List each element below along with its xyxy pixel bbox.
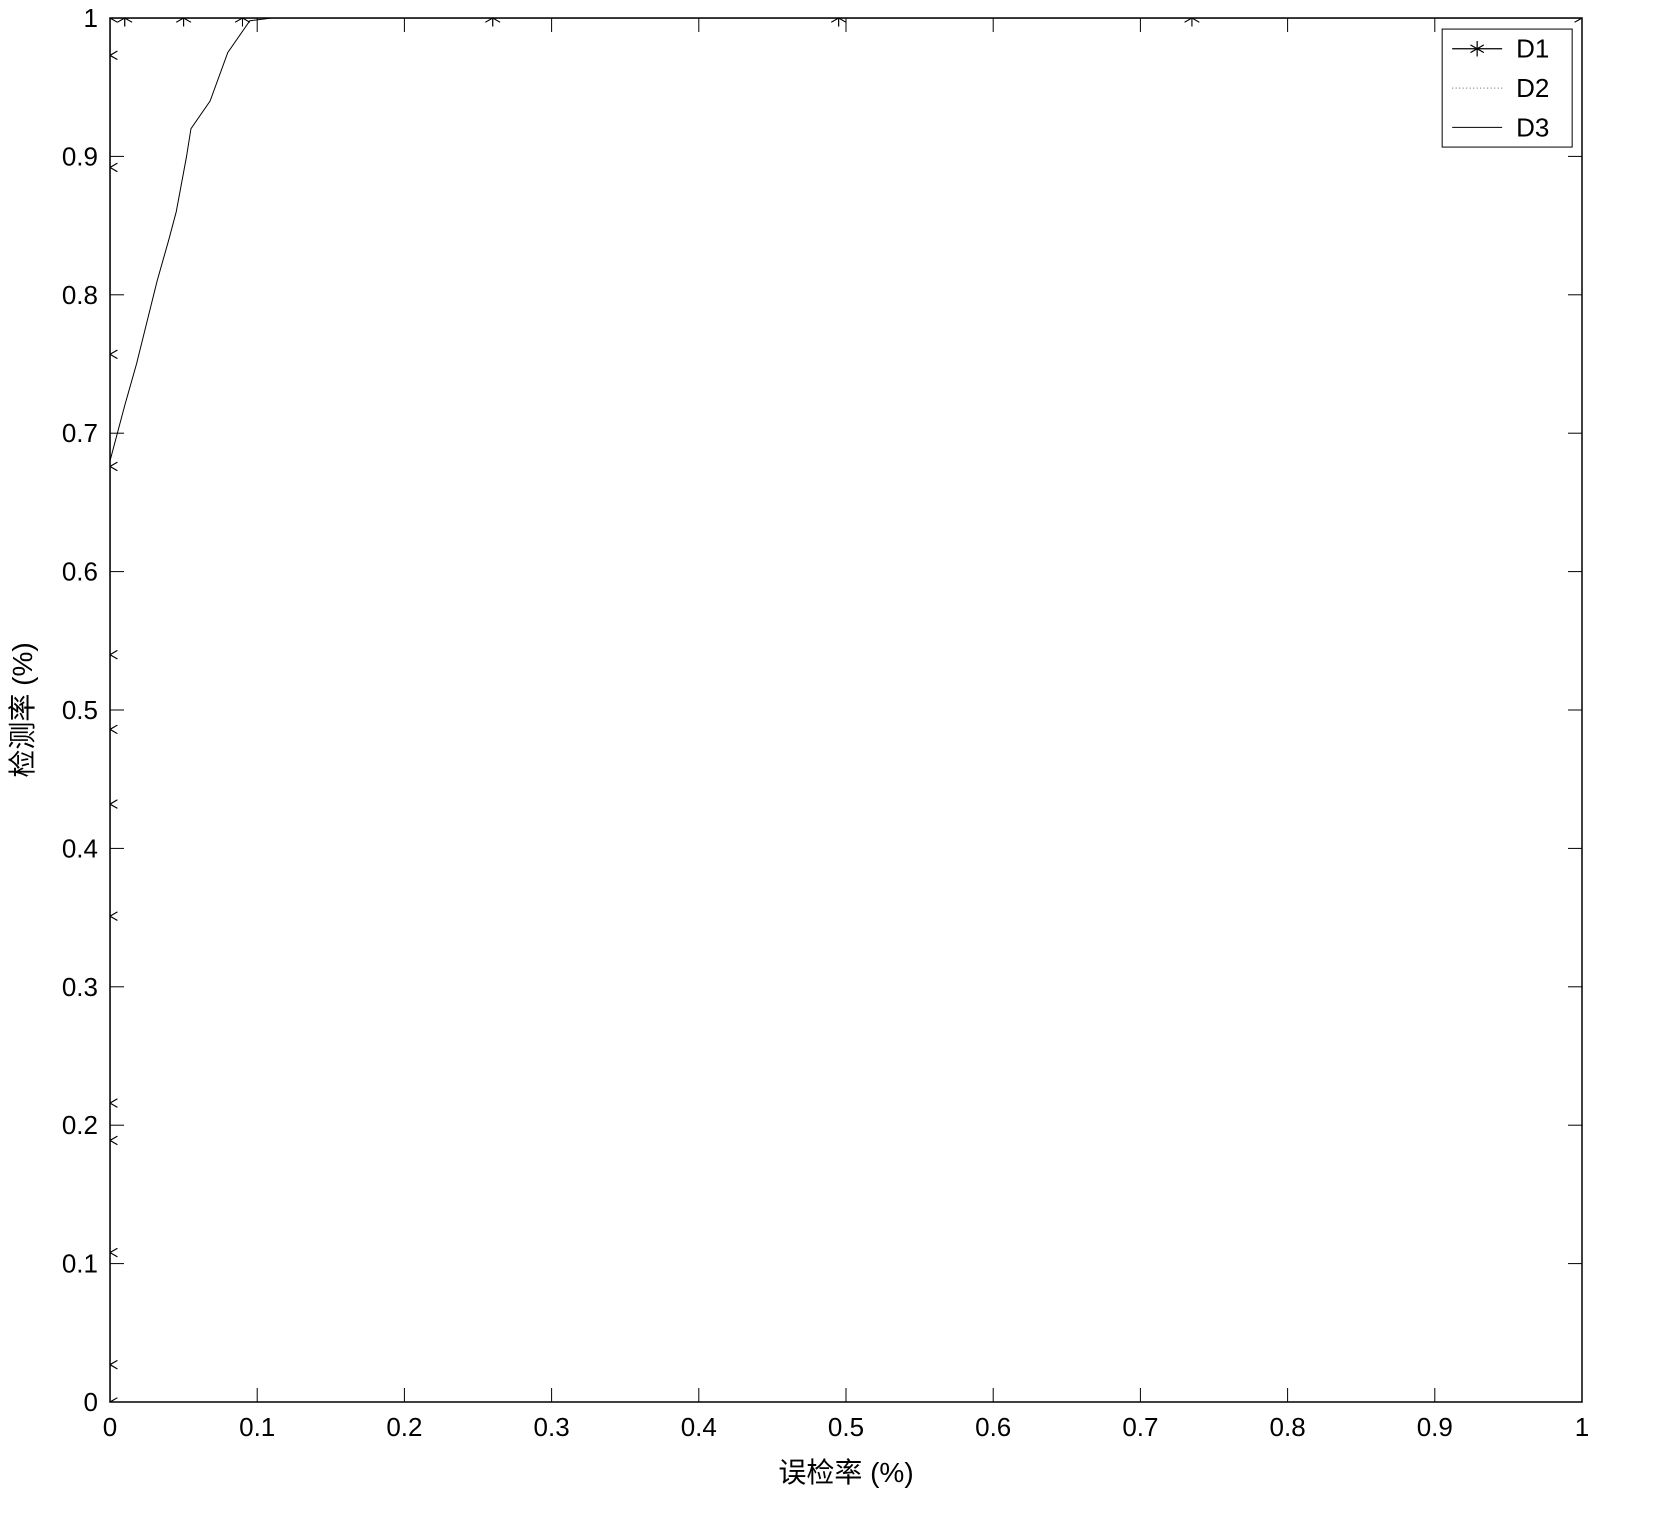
y-tick-label: 0.8 bbox=[62, 280, 98, 310]
x-axis-label: 误检率 (%) bbox=[778, 1457, 913, 1488]
y-tick-label: 0.5 bbox=[62, 695, 98, 725]
x-tick-label: 0 bbox=[103, 1412, 117, 1442]
y-tick-label: 0.2 bbox=[62, 1110, 98, 1140]
x-tick-label: 0.5 bbox=[828, 1412, 864, 1442]
x-tick-label: 0.7 bbox=[1122, 1412, 1158, 1442]
y-tick-label: 0.7 bbox=[62, 418, 98, 448]
y-tick-label: 1 bbox=[84, 3, 98, 33]
y-tick-label: 0.6 bbox=[62, 557, 98, 587]
y-axis-label: 检测率 (%) bbox=[7, 642, 38, 777]
x-tick-label: 0.3 bbox=[534, 1412, 570, 1442]
roc-chart: 0 0.1 0.2 0.3 0.4 0.5 0.6 0.7 0.8 0.9 1 0 0.1 0.2 0.3 0… bbox=[0, 0, 1664, 1532]
x-tick-label: 0.2 bbox=[386, 1412, 422, 1442]
chart-svg: 0 0.1 0.2 0.3 0.4 0.5 0.6 0.7 0.8 0.9 1 0 0.1 0.2 0.3 0… bbox=[0, 0, 1664, 1532]
y-tick-label: 0.4 bbox=[62, 833, 98, 863]
y-tick-label: 0.1 bbox=[62, 1249, 98, 1279]
legend-label: D1 bbox=[1516, 34, 1549, 64]
y-tick-label: 0.9 bbox=[62, 141, 98, 171]
x-tick-label: 1 bbox=[1575, 1412, 1589, 1442]
y-tick-label: 0 bbox=[84, 1387, 98, 1417]
legend-label: D3 bbox=[1516, 112, 1549, 142]
x-tick-label: 0.4 bbox=[681, 1412, 717, 1442]
legend-label: D2 bbox=[1516, 73, 1549, 103]
x-tick-label: 0.6 bbox=[975, 1412, 1011, 1442]
x-tick-label: 0.8 bbox=[1270, 1412, 1306, 1442]
legend: D1 D2 D3 bbox=[1442, 29, 1572, 147]
x-tick-label: 0.9 bbox=[1417, 1412, 1453, 1442]
x-tick-label: 0.1 bbox=[239, 1412, 275, 1442]
y-tick-label: 0.3 bbox=[62, 972, 98, 1002]
